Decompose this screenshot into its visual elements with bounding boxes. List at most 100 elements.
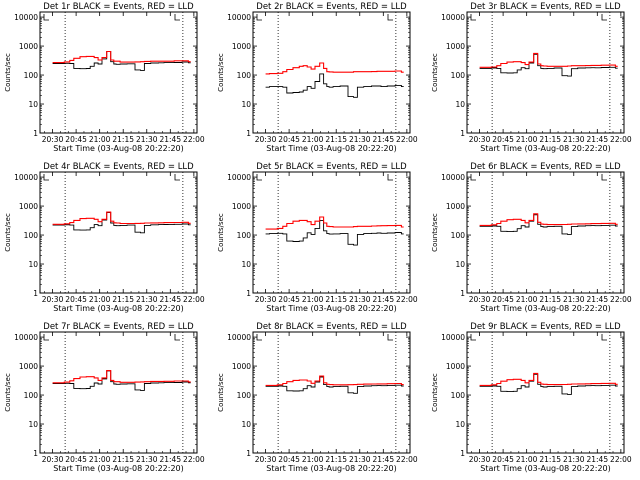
chart-title: Det 4r BLACK = Events, RED = LLD: [43, 162, 194, 172]
x-tick-label: 21:15: [325, 135, 347, 144]
x-tick-label: 21:30: [563, 455, 585, 464]
y-tick-label: 10000: [441, 13, 465, 22]
corner-mark: [601, 14, 607, 21]
y-tick-label: 1: [460, 449, 465, 458]
y-tick-label: 100: [451, 231, 466, 240]
x-tick-label: 20:30: [255, 455, 277, 464]
corner-mark: [387, 14, 393, 21]
x-tick-label: 20:30: [42, 135, 64, 144]
x-tick-label: 22:00: [183, 295, 205, 304]
plot-frame: [252, 171, 411, 294]
y-tick-label: 10: [455, 260, 465, 269]
y-tick-label: 1: [33, 129, 38, 138]
x-axis-label: Start Time (03-Aug-08 20:22:20): [266, 304, 397, 313]
x-tick-label: 21:15: [112, 295, 134, 304]
x-tick-label: 21:30: [136, 135, 158, 144]
lld-series-line: [52, 50, 191, 64]
y-tick-label: 10: [28, 100, 38, 109]
y-tick-label: 1: [33, 289, 38, 298]
chart-panel: Det 2r BLACK = Events, RED = LLD 1 10 100 10…: [217, 2, 418, 153]
y-tick-label: 1000: [232, 362, 251, 371]
lld-series-line: [265, 216, 404, 230]
plot-frame: [466, 331, 625, 454]
chart-panel: Det 9r BLACK = Events, RED = LLD 1 10 100 10…: [431, 322, 632, 473]
y-tick-label: 1000: [19, 42, 38, 51]
y-tick-label: 100: [237, 231, 252, 240]
corner-mark: [387, 334, 393, 341]
x-tick-label: 20:45: [278, 295, 300, 304]
corner-mark: [174, 14, 180, 21]
y-axis-label: Counts/sec: [217, 53, 225, 92]
corner-mark: [601, 174, 607, 181]
y-tick-label: 1000: [446, 362, 465, 371]
x-tick-label: 21:15: [325, 295, 347, 304]
y-tick-label: 1000: [446, 202, 465, 211]
x-tick-label: 21:45: [372, 455, 394, 464]
x-axis-label: Start Time (03-Aug-08 20:22:20): [480, 464, 611, 473]
x-tick-label: 21:45: [159, 135, 181, 144]
x-tick-label: 21:00: [516, 295, 538, 304]
chart-title: Det 5r BLACK = Events, RED = LLD: [256, 162, 407, 172]
corner-mark: [470, 334, 476, 341]
x-tick-label: 22:00: [610, 295, 632, 304]
lld-series-line: [52, 370, 191, 384]
x-tick-label: 21:45: [586, 135, 608, 144]
x-tick-label: 21:00: [302, 455, 324, 464]
events-series-line: [52, 370, 191, 391]
x-axis-label: Start Time (03-Aug-08 20:22:20): [480, 144, 611, 153]
events-series-line: [479, 53, 618, 77]
chart-title: Det 8r BLACK = Events, RED = LLD: [256, 322, 407, 332]
x-tick-label: 21:45: [159, 455, 181, 464]
y-axis-label: Counts/sec: [217, 213, 225, 252]
corner-mark: [387, 174, 393, 181]
x-tick-label: 20:30: [42, 455, 64, 464]
chart-panel: Det 6r BLACK = Events, RED = LLD 1 10 100 10…: [431, 162, 632, 313]
y-tick-label: 1: [246, 129, 251, 138]
chart-panel: Det 4r BLACK = Events, RED = LLD 1 10 100 10…: [4, 162, 205, 313]
y-tick-label: 1000: [19, 202, 38, 211]
y-tick-label: 1: [33, 449, 38, 458]
events-series-line: [265, 219, 404, 246]
x-axis-label: Start Time (03-Aug-08 20:22:20): [266, 144, 397, 153]
events-series-line: [265, 376, 404, 394]
plot-frame: [466, 171, 625, 294]
x-tick-label: 21:30: [349, 135, 371, 144]
x-tick-label: 22:00: [610, 135, 632, 144]
corner-mark: [43, 14, 49, 21]
y-axis-label: Counts/sec: [4, 213, 12, 252]
x-tick-label: 21:15: [539, 455, 561, 464]
x-tick-label: 21:45: [586, 455, 608, 464]
x-tick-label: 21:30: [563, 295, 585, 304]
x-axis-label: Start Time (03-Aug-08 20:22:20): [266, 464, 397, 473]
y-tick-label: 100: [237, 71, 252, 80]
events-series-line: [479, 214, 618, 235]
y-tick-label: 10: [28, 420, 38, 429]
y-tick-label: 100: [24, 231, 39, 240]
plot-frame: [39, 331, 198, 454]
x-tick-label: 21:15: [112, 135, 134, 144]
x-axis-label: Start Time (03-Aug-08 20:22:20): [53, 464, 184, 473]
y-tick-label: 1: [246, 449, 251, 458]
x-tick-label: 21:30: [349, 295, 371, 304]
x-tick-label: 21:00: [516, 455, 538, 464]
x-tick-label: 21:15: [112, 455, 134, 464]
y-tick-label: 10000: [227, 333, 251, 342]
lld-series-line: [479, 372, 618, 386]
plot-frame: [466, 11, 625, 134]
lld-series-line: [479, 213, 618, 226]
corner-mark: [256, 174, 262, 181]
y-tick-label: 10: [28, 260, 38, 269]
x-tick-label: 20:45: [65, 135, 87, 144]
chart-panel: Det 3r BLACK = Events, RED = LLD 1 10 100 10…: [431, 2, 632, 153]
chart-panel: Det 5r BLACK = Events, RED = LLD 1 10 100 10…: [217, 162, 418, 313]
events-series-line: [52, 212, 191, 234]
y-tick-label: 1000: [232, 202, 251, 211]
chart-title: Det 1r BLACK = Events, RED = LLD: [43, 2, 194, 12]
x-tick-label: 22:00: [396, 295, 418, 304]
y-tick-label: 100: [24, 71, 39, 80]
corner-mark: [174, 334, 180, 341]
chart-panel: Det 1r BLACK = Events, RED = LLD 1 10 100 10…: [4, 2, 205, 153]
corner-mark: [174, 174, 180, 181]
corner-mark: [256, 14, 262, 21]
